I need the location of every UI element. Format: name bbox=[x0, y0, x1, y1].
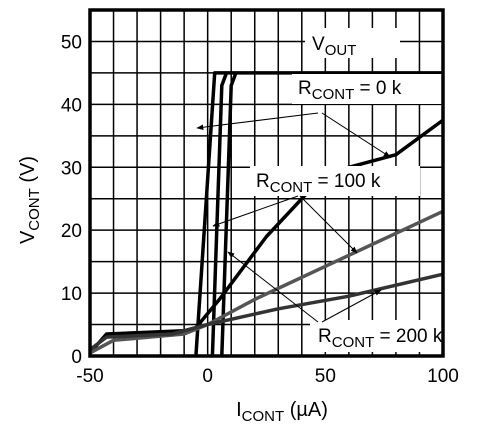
x-tick-labels: -50 0 50 100 bbox=[76, 366, 459, 387]
series-line bbox=[210, 72, 229, 357]
y-axis-label-unit: (V) bbox=[17, 156, 39, 188]
annotation-label: RCONT = 100 k bbox=[256, 171, 381, 196]
x-axis-label-sub: CONT bbox=[242, 408, 285, 425]
annotation-background bbox=[250, 166, 420, 196]
annotation-arrow bbox=[196, 112, 319, 131]
series-line bbox=[194, 71, 443, 357]
x-axis-label: ICONT (µA) bbox=[236, 399, 328, 425]
series-line bbox=[220, 72, 238, 357]
x-axis-label-unit: (µA) bbox=[284, 399, 328, 421]
annotation-arrow bbox=[299, 195, 358, 254]
annotation-arrow bbox=[321, 112, 391, 158]
series-line bbox=[88, 272, 444, 352]
series-line bbox=[88, 118, 445, 355]
y-tick-label: 40 bbox=[61, 95, 82, 116]
x-axis-label-main: I bbox=[236, 399, 242, 421]
y-tick-labels: 0 10 20 30 40 50 bbox=[61, 32, 82, 368]
x-tick-label: 100 bbox=[427, 366, 459, 387]
annotation-background bbox=[292, 74, 442, 104]
x-tick-label: 0 bbox=[202, 366, 213, 387]
annotation-background bbox=[305, 28, 400, 58]
y-axis-label: VCONT (V) bbox=[17, 156, 43, 244]
annotation-label: RCONT = 200 k bbox=[318, 326, 443, 351]
annotation-label: VOUT bbox=[312, 34, 356, 59]
annotation-layer: VOUT RCONT = 0 k RCONT = 100 k RCONT = 200 … bbox=[196, 28, 460, 352]
annotation-background bbox=[310, 320, 460, 352]
x-tick-label: 50 bbox=[315, 366, 336, 387]
series-layer bbox=[88, 71, 445, 357]
y-tick-label: 10 bbox=[61, 284, 82, 305]
y-axis-label-sub: CONT bbox=[26, 188, 43, 231]
y-tick-label: 0 bbox=[71, 347, 82, 368]
plot-frame bbox=[88, 8, 445, 358]
y-tick-label: 20 bbox=[61, 221, 82, 242]
annotation-arrow bbox=[212, 195, 299, 227]
y-tick-label: 30 bbox=[61, 158, 82, 179]
y-tick-label: 50 bbox=[61, 32, 82, 53]
x-tick-label: -50 bbox=[76, 366, 103, 387]
y-axis-label-main: V bbox=[17, 230, 39, 244]
annotation-arrow bbox=[227, 251, 319, 323]
annotation-arrow bbox=[321, 289, 382, 323]
annotation-label: RCONT = 0 k bbox=[298, 78, 402, 103]
